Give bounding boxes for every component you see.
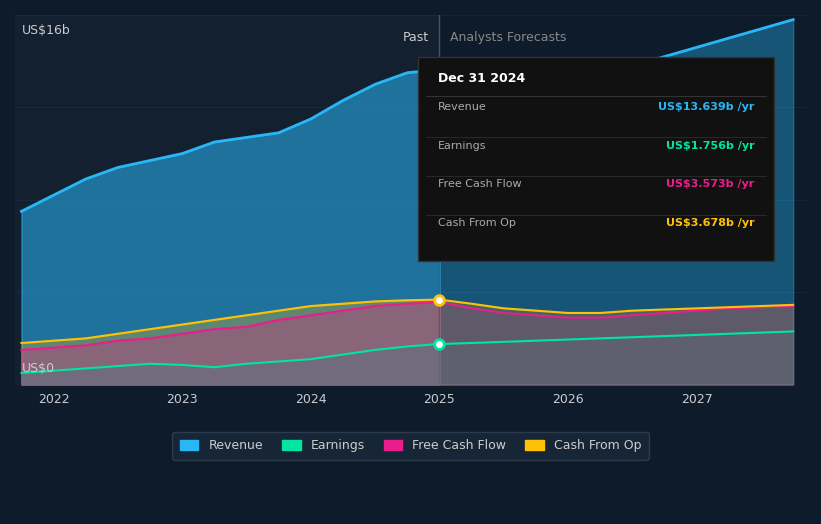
Text: Revenue: Revenue (438, 102, 487, 112)
Text: Free Cash Flow: Free Cash Flow (438, 179, 522, 190)
Text: Analysts Forecasts: Analysts Forecasts (450, 31, 566, 44)
Legend: Revenue, Earnings, Free Cash Flow, Cash From Op: Revenue, Earnings, Free Cash Flow, Cash … (172, 432, 649, 460)
Text: US$13.639b /yr: US$13.639b /yr (658, 102, 754, 112)
Text: US$16b: US$16b (21, 24, 70, 37)
Bar (439, 15, 806, 385)
Text: US$0: US$0 (21, 362, 54, 375)
Text: Cash From Op: Cash From Op (438, 219, 516, 228)
Text: Earnings: Earnings (438, 140, 487, 151)
FancyBboxPatch shape (419, 58, 774, 261)
Text: US$1.756b /yr: US$1.756b /yr (666, 140, 754, 151)
Bar (15, 15, 439, 385)
Text: Past: Past (403, 31, 429, 44)
Text: US$3.573b /yr: US$3.573b /yr (667, 179, 754, 190)
Text: Dec 31 2024: Dec 31 2024 (438, 72, 525, 85)
Text: US$3.678b /yr: US$3.678b /yr (666, 219, 754, 228)
